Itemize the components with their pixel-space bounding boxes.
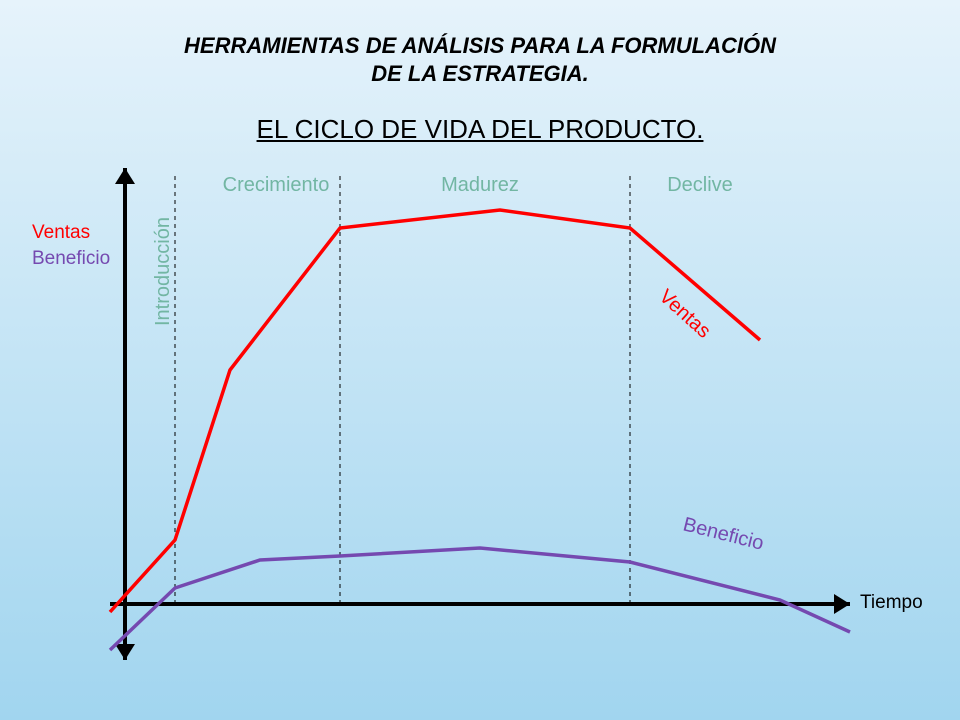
beneficio-curve-label: Beneficio <box>681 514 766 555</box>
x-axis-label: Tiempo <box>860 592 923 614</box>
chart-svg: Ventas Beneficio <box>0 0 960 720</box>
phase-dividers <box>175 176 630 604</box>
axes <box>110 168 850 660</box>
slide: HERRAMIENTAS DE ANÁLISIS PARA LA FORMULA… <box>0 0 960 720</box>
beneficio-line <box>110 548 850 650</box>
